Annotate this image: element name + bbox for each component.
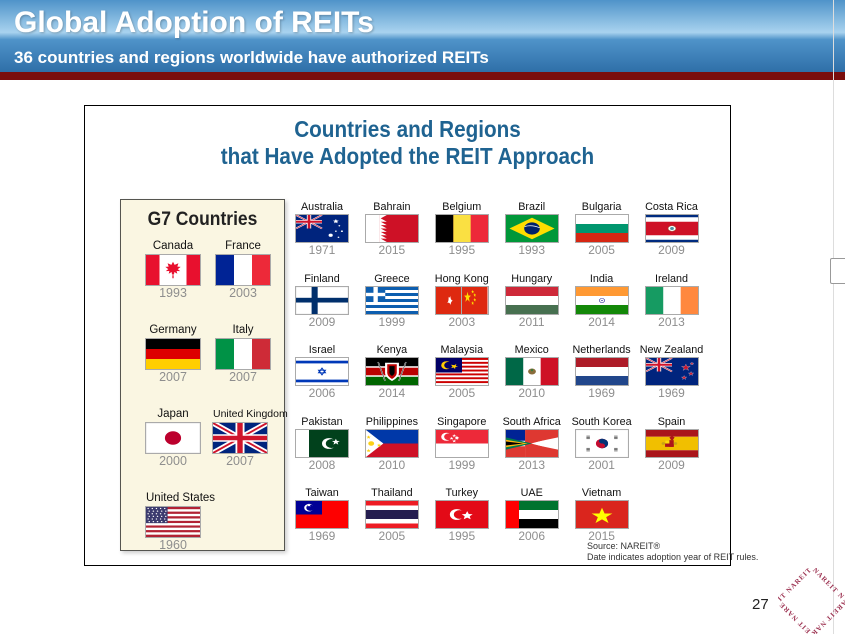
- svg-text:NAREIT NAREIT NAREIT: NAREIT NAREIT NAREIT NAREIT NAREIT: [778, 568, 845, 634]
